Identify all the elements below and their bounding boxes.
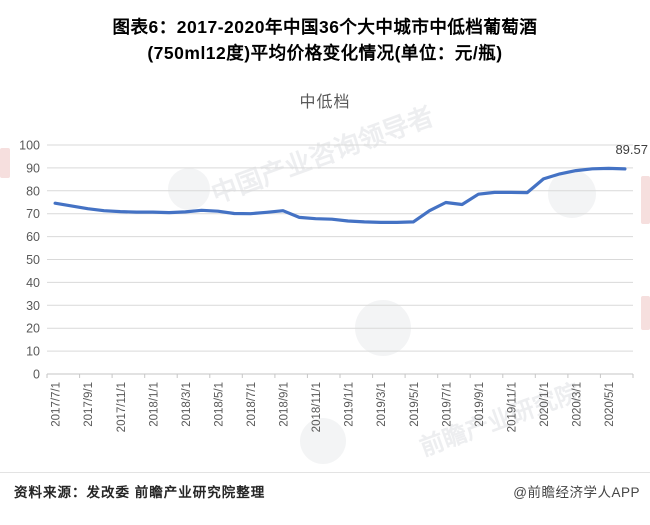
page-title-line1: 图表6：2017-2020年中国36个大中城市中低档葡萄酒: [112, 17, 538, 37]
svg-text:2019/5/1: 2019/5/1: [409, 382, 421, 427]
svg-text:2019/9/1: 2019/9/1: [474, 382, 486, 427]
svg-text:30: 30: [26, 299, 40, 313]
svg-text:2019/11/1: 2019/11/1: [506, 382, 518, 432]
svg-text:100: 100: [19, 139, 40, 153]
page-title: 图表6：2017-2020年中国36个大中城市中低档葡萄酒 (750ml12度)…: [0, 14, 650, 66]
footer-credit: @前瞻经济学人APP: [513, 485, 640, 500]
page-title-line2: (750ml12度)平均价格变化情况(单位：元/瓶): [147, 43, 503, 63]
svg-text:2018/9/1: 2018/9/1: [279, 382, 291, 427]
svg-text:2019/3/1: 2019/3/1: [376, 382, 388, 427]
svg-text:90: 90: [26, 161, 40, 175]
svg-text:2018/5/1: 2018/5/1: [213, 382, 225, 427]
svg-text:50: 50: [26, 253, 40, 267]
x-axis-labels: 2017/7/1 2017/9/1 2017/11/1 2018/1/1 2018/3/…: [51, 382, 616, 432]
last-point-label: 89.57: [615, 142, 648, 157]
svg-text:2017/7/1: 2017/7/1: [51, 382, 63, 427]
svg-text:2020/5/1: 2020/5/1: [604, 382, 616, 427]
svg-text:0: 0: [33, 368, 40, 382]
footer-divider: [0, 472, 650, 473]
svg-text:2017/11/1: 2017/11/1: [116, 382, 128, 432]
x-tick-marks: [46, 374, 634, 378]
svg-text:2017/9/1: 2017/9/1: [83, 382, 95, 427]
svg-text:20: 20: [26, 322, 40, 336]
svg-text:10: 10: [26, 345, 40, 359]
svg-text:2018/1/1: 2018/1/1: [148, 382, 160, 427]
svg-text:2020/1/1: 2020/1/1: [539, 382, 551, 427]
series-line: [53, 166, 627, 224]
svg-text:2019/7/1: 2019/7/1: [441, 382, 453, 427]
svg-text:2018/3/1: 2018/3/1: [181, 382, 193, 427]
svg-text:40: 40: [26, 276, 40, 290]
svg-text:2018/7/1: 2018/7/1: [246, 382, 258, 427]
y-axis-labels: 0 10 20 30 40 50 60 70 80 90 100: [19, 139, 40, 382]
footer-source: 资料来源：发改委 前瞻产业研究院整理: [14, 485, 266, 500]
svg-text:2019/1/1: 2019/1/1: [344, 382, 356, 427]
svg-text:80: 80: [26, 184, 40, 198]
chart-subtitle: 中低档: [299, 94, 351, 111]
svg-text:2018/11/1: 2018/11/1: [311, 382, 323, 432]
svg-text:70: 70: [26, 207, 40, 221]
svg-text:2020/3/1: 2020/3/1: [572, 382, 584, 427]
svg-text:60: 60: [26, 230, 40, 244]
